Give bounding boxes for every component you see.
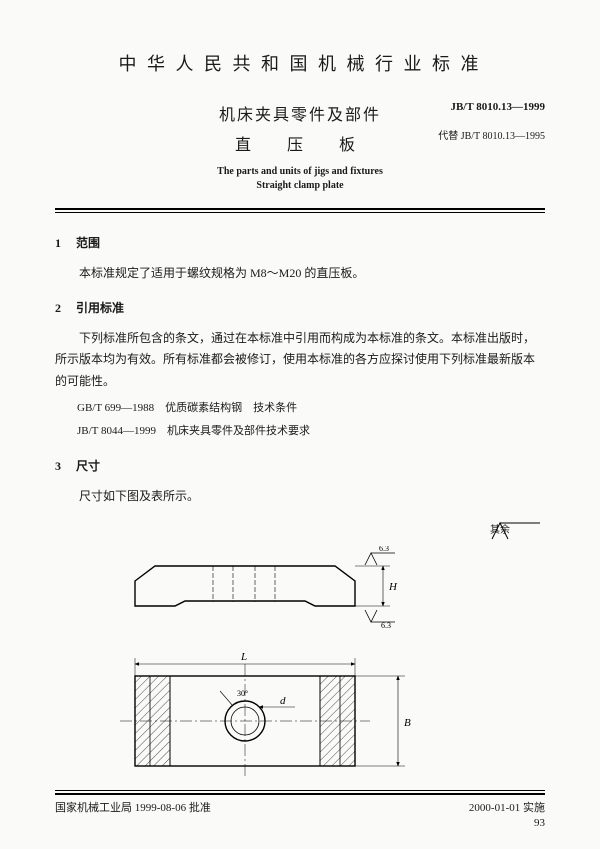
plan-view: L d 30° B	[120, 651, 411, 778]
standard-code: JB/T 8010.13—1999	[415, 101, 545, 113]
title-cn-line1: 机床夹具零件及部件	[185, 101, 415, 125]
section-2-num: 2	[55, 298, 73, 320]
roughness-symbol-main: 12.5	[490, 521, 545, 541]
footer-rule-thick	[55, 793, 545, 795]
ra-63-bot: 6.3	[381, 621, 391, 630]
section-3-title: 3 尺寸	[55, 456, 545, 478]
section-3-body: 尺寸如下图及表所示。	[55, 486, 545, 508]
title-cn-line2: 直 压 板	[185, 131, 415, 155]
side-elevation: H 6.3 6.3	[135, 546, 398, 630]
title-en-line2: Straight clamp plate	[185, 179, 415, 193]
section-1-num: 1	[55, 233, 73, 255]
section-3-num: 3	[55, 456, 73, 478]
dim-h: H	[388, 581, 398, 593]
dim-b: B	[404, 717, 411, 729]
divider-thick	[55, 208, 545, 210]
drawing-svg: H 6.3 6.3	[85, 546, 515, 806]
title-center: 机床夹具零件及部件 直 压 板 The parts and units of j…	[185, 101, 415, 193]
section-3-name: 尺寸	[76, 459, 100, 473]
replaces-text: 代替 JB/T 8010.13—1995	[415, 127, 545, 142]
ra-63-top: 6.3	[379, 546, 389, 553]
section-scope: 1 范围 本标准规定了适用于螺纹规格为 M8～M20 的直压板。	[55, 233, 545, 284]
ref-1: GB/T 699—1988 优质碳素结构钢 技术条件	[55, 399, 545, 419]
page-number: 93	[55, 817, 545, 829]
section-dimensions: 3 尺寸 尺寸如下图及表所示。	[55, 456, 545, 507]
dim-d: d	[280, 695, 286, 707]
dim-angle: 30°	[237, 689, 248, 698]
title-en-line1: The parts and units of jigs and fixtures	[185, 165, 415, 179]
technical-drawing: 其余 12.5 H	[55, 521, 545, 801]
section-1-name: 范围	[76, 236, 100, 250]
footer-effective: 2000-01-01 实施	[469, 799, 545, 815]
section-references: 2 引用标准 下列标准所包含的条文，通过在本标准中引用而构成为本标准的条文。本标…	[55, 298, 545, 442]
ra-125-value: 12.5	[512, 521, 528, 522]
section-2-name: 引用标准	[76, 301, 124, 315]
page-footer: 国家机械工业局 1999-08-06 批准 2000-01-01 实施 93	[55, 790, 545, 829]
footer-rule-thin	[55, 790, 545, 791]
dim-l: L	[240, 651, 247, 663]
title-header-block: 机床夹具零件及部件 直 压 板 The parts and units of j…	[55, 101, 545, 193]
section-1-title: 1 范围	[55, 233, 545, 255]
divider-thin	[55, 212, 545, 213]
section-2-body: 下列标准所包含的条文，通过在本标准中引用而构成为本标准的条文。本标准出版时，所示…	[55, 328, 545, 393]
ref-2: JB/T 8044—1999 机床夹具零件及部件技术要求	[55, 422, 545, 442]
section-2-title: 2 引用标准	[55, 298, 545, 320]
section-1-body: 本标准规定了适用于螺纹规格为 M8～M20 的直压板。	[55, 263, 545, 285]
standard-code-block: JB/T 8010.13—1999 代替 JB/T 8010.13—1995	[415, 101, 545, 142]
footer-approval: 国家机械工业局 1999-08-06 批准	[55, 799, 211, 815]
country-standard-title: 中 华 人 民 共 和 国 机 械 行 业 标 准	[55, 50, 545, 76]
